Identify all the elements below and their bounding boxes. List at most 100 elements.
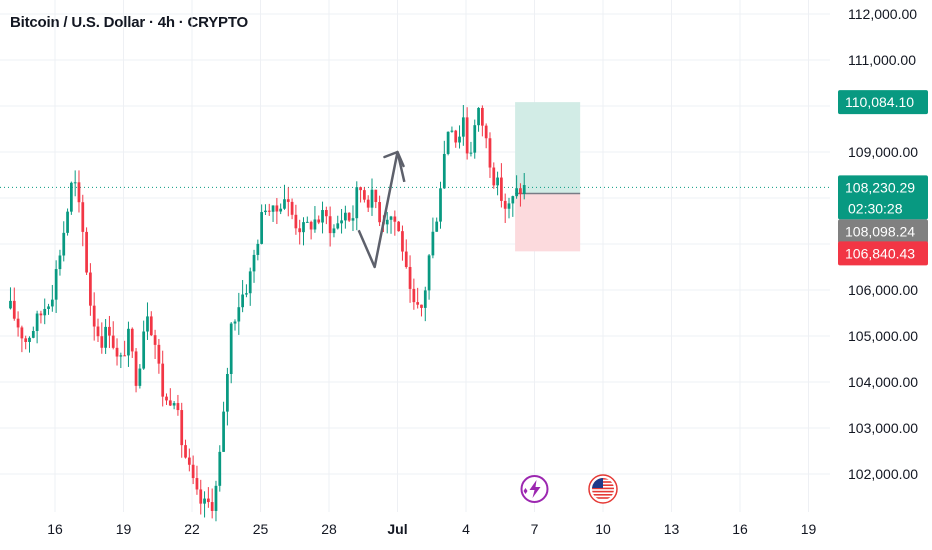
x-tick-label: 22: [184, 521, 200, 537]
candle-body: [123, 355, 127, 357]
candle-body: [420, 304, 423, 308]
candle-body: [302, 222, 305, 233]
candle-body: [446, 131, 450, 154]
candle-body: [146, 316, 149, 332]
candle-body: [28, 337, 31, 342]
candle-body: [203, 498, 206, 504]
candle-body: [435, 221, 439, 232]
candle-body: [286, 199, 290, 202]
candle-body: [16, 318, 20, 328]
candle-body: [108, 326, 111, 336]
candle-body: [283, 199, 286, 209]
candle-body: [237, 307, 241, 322]
countdown-text: 02:30:28: [848, 200, 903, 216]
candle-body: [226, 373, 229, 412]
candle-body: [66, 211, 69, 233]
candle-body: [412, 288, 416, 303]
candle-body: [416, 302, 420, 305]
x-tick-label: 16: [47, 521, 63, 537]
price-label-sl: 106,840.43: [838, 241, 928, 266]
x-tick-label: 25: [253, 521, 269, 537]
candle-body: [298, 228, 302, 233]
candle-body: [473, 125, 477, 153]
candle-body: [397, 221, 401, 232]
candle-body: [324, 210, 328, 217]
candle-body: [62, 232, 66, 256]
candle-body: [275, 205, 279, 212]
candle-body: [100, 336, 104, 348]
y-tick-label: 109,000.00: [848, 144, 918, 160]
candle-body: [264, 210, 267, 213]
candle-body: [279, 208, 283, 212]
candle-body: [245, 293, 248, 295]
candle-body: [503, 200, 507, 209]
candle-body: [233, 321, 237, 324]
candle-body: [336, 223, 340, 229]
pattern-drawing[interactable]: [357, 150, 406, 269]
candle-body: [271, 205, 275, 212]
candle-body: [378, 202, 381, 223]
candle-body: [321, 210, 324, 223]
candle-body: [442, 153, 446, 189]
candle-body: [347, 212, 351, 221]
us-flag-event-icon[interactable]: [588, 474, 618, 504]
candle-body: [401, 231, 404, 252]
candle-body: [343, 212, 347, 221]
candle-body: [218, 451, 222, 486]
candle-body: [165, 396, 168, 401]
candle-body: [317, 219, 321, 223]
chart-title: Bitcoin / U.S. Dollar · 4h · CRYPTO: [10, 14, 249, 31]
candle-body: [267, 210, 271, 212]
x-tick-label: 19: [801, 521, 817, 537]
candle-body: [142, 331, 146, 369]
candle-body: [214, 485, 218, 511]
candle-body: [176, 403, 180, 411]
candle-body: [522, 185, 526, 194]
candle-body: [24, 338, 28, 342]
candle-body: [92, 305, 96, 327]
candle-body: [104, 326, 107, 348]
stop-loss-zone[interactable]: [515, 193, 581, 252]
candle-body: [252, 254, 256, 272]
candle-body: [161, 363, 165, 397]
lightning-event-icon[interactable]: [520, 475, 549, 503]
candle-body: [477, 107, 480, 126]
candle-body: [507, 203, 511, 209]
candle-body: [260, 212, 264, 244]
y-tick-label: 106,000.00: [848, 282, 918, 298]
price-label-text: 110,084.10: [845, 94, 914, 110]
candle-body: [393, 216, 397, 222]
candle-body: [427, 255, 431, 291]
candle-body: [359, 187, 362, 191]
candle-body: [248, 271, 252, 294]
take-profit-zone[interactable]: [515, 102, 581, 194]
x-tick-label: 4: [462, 521, 470, 537]
candle-body: [484, 125, 488, 139]
candle-body: [195, 478, 199, 490]
x-tick-label: 10: [595, 521, 611, 537]
candle-body: [309, 221, 313, 230]
x-tick-label: Jul: [387, 521, 407, 537]
x-tick-label: 7: [531, 521, 539, 537]
candles: [9, 105, 526, 522]
candle-body: [404, 251, 408, 267]
candle-body: [294, 214, 298, 229]
candle-body: [115, 347, 119, 357]
y-tick-label: 103,000.00: [848, 420, 918, 436]
candle-body: [290, 201, 294, 215]
candle-body: [149, 316, 153, 336]
candle-body: [58, 255, 62, 270]
candle-body: [450, 130, 454, 132]
price-label-entry: 108,098.24: [838, 219, 928, 244]
candle-body: [256, 243, 260, 255]
x-tick-label: 28: [321, 521, 337, 537]
candle-body: [77, 182, 81, 203]
candle-body: [85, 231, 88, 273]
candle-body: [313, 219, 317, 230]
candle-body: [423, 290, 427, 308]
candle-body: [431, 231, 435, 256]
candle-body: [168, 400, 172, 406]
candle-body: [222, 411, 225, 452]
